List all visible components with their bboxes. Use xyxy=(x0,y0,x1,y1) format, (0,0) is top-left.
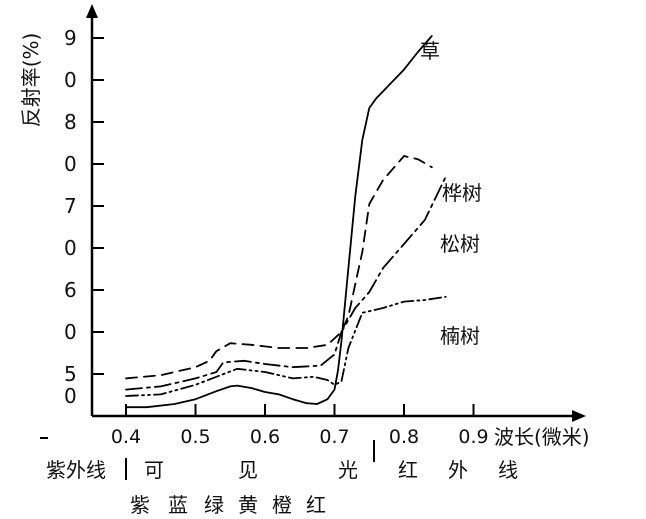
x-ticks: 0.4 0.5 0.6 0.7 0.8 0.9 xyxy=(111,404,489,448)
series-line xyxy=(125,175,447,391)
color-yellow: 黄 xyxy=(238,493,258,517)
band-visible-1: 可 xyxy=(144,458,164,482)
y-tick-label: 0 xyxy=(64,68,77,92)
band-ir-2: 外 xyxy=(448,458,468,482)
series-line xyxy=(125,295,447,397)
y-tick-label: 7 xyxy=(64,194,77,218)
color-band-labels: 紫 蓝 绿 黄 橙 红 xyxy=(130,493,326,517)
y-tick-label: 0 xyxy=(64,384,77,408)
x-axis-arrow xyxy=(572,410,586,422)
color-violet: 紫 xyxy=(130,493,150,517)
series-line xyxy=(125,155,433,380)
y-tick-label: 5 xyxy=(64,362,77,386)
y-axis-arrow xyxy=(86,4,98,18)
x-axis-label: 波长(微米) xyxy=(494,425,590,449)
series-lines xyxy=(125,35,447,409)
color-blue: 蓝 xyxy=(168,493,188,517)
y-tick-label: 6 xyxy=(64,278,77,302)
series-label: 松树 xyxy=(440,232,480,256)
color-green: 绿 xyxy=(204,493,224,517)
band-ir-1: 红 xyxy=(398,458,418,482)
x-tick-label: 0.9 xyxy=(458,426,488,448)
y-tick-label: 0 xyxy=(64,152,77,176)
x-tick-label: 0.5 xyxy=(180,426,210,448)
x-tick-label: 0.7 xyxy=(319,426,349,448)
y-axis-label: 反射率(%) xyxy=(19,33,43,128)
series-line xyxy=(125,35,433,409)
series-label: 草 xyxy=(420,39,440,63)
y-tick-label: 9 xyxy=(64,26,77,50)
band-visible-2: 见 xyxy=(238,458,258,482)
band-uv-label: 紫外线 xyxy=(46,458,106,482)
series-label: 桦树 xyxy=(442,181,482,205)
color-red: 红 xyxy=(306,493,326,517)
y-tick-label: 0 xyxy=(64,236,77,260)
band-visible-3: 光 xyxy=(338,458,358,482)
series-label: 楠树 xyxy=(440,324,480,348)
y-tick-label: 8 xyxy=(64,110,77,134)
x-tick-label: 0.4 xyxy=(111,426,141,448)
x-tick-label: 0.6 xyxy=(250,426,280,448)
y-tick-label: 0 xyxy=(64,320,77,344)
band-ir-3: 线 xyxy=(498,458,518,482)
color-orange: 橙 xyxy=(272,493,292,517)
x-tick-label: 0.8 xyxy=(389,426,419,448)
